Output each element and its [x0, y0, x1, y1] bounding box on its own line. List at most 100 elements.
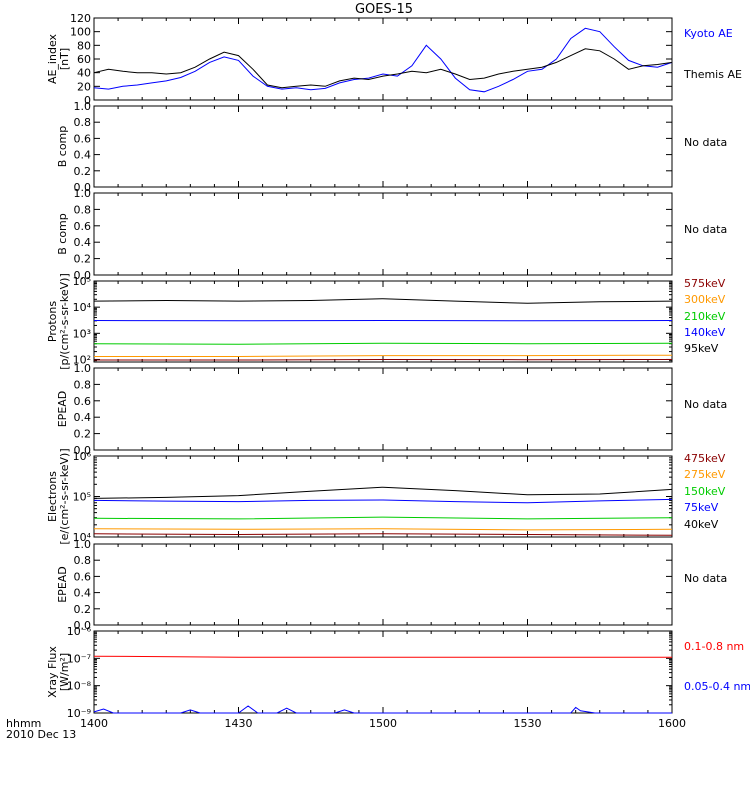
- x-tick-label: 1530: [514, 717, 542, 730]
- y-tick-label: 1.0: [74, 100, 92, 113]
- y-tick-label: 10³: [73, 327, 91, 340]
- y-axis-label: Protons: [46, 301, 59, 342]
- y-tick-label: 10⁵: [73, 275, 91, 288]
- footer-date: 2010 Dec 13: [6, 728, 76, 741]
- legend-item: 140keV: [684, 326, 726, 339]
- legend-item: 0.05-0.4 nm: [684, 680, 750, 693]
- panel-frame: [93, 543, 673, 626]
- series-line-475kev: [93, 533, 673, 536]
- x-tick-label: 1400: [80, 717, 108, 730]
- legend-item: 75keV: [684, 501, 719, 514]
- y-axis-label: [nT]: [58, 48, 71, 70]
- y-tick-label: 0.6: [74, 395, 92, 408]
- y-tick-label: 20: [77, 80, 91, 93]
- series-line-kyoto-ae: [93, 27, 673, 93]
- y-axis-label: [e/(cm²-s-sr-keV)]: [58, 448, 71, 544]
- y-tick-label: 0.6: [74, 220, 92, 233]
- series-line-40kev: [93, 486, 673, 499]
- legend-item: Kyoto AE: [684, 27, 733, 40]
- y-axis-label: B comp: [56, 126, 69, 168]
- panel-epead1: 0.0 0.2 0.4 0.6 0.8 1.0 EPEAD No data: [56, 362, 727, 457]
- panel-frame: [93, 455, 673, 538]
- panel-bcomp2: 0.0 0.2 0.4 0.6 0.8 1.0 B comp No data: [56, 187, 727, 282]
- y-tick-label: 10⁻⁹: [67, 707, 91, 720]
- panel-protons: 10² 10³ 10⁴ 10⁵ Protons [p/(cm²-s-sr-keV)] 575…: [46, 273, 726, 370]
- y-tick-label: 80: [77, 39, 91, 52]
- legend-item: 150keV: [684, 485, 726, 498]
- figure-title: GOES-15: [355, 2, 413, 17]
- y-axis-label: AE_index: [46, 33, 59, 84]
- series-line-275kev: [93, 528, 673, 531]
- series-line-575kev: [94, 358, 673, 361]
- y-tick-label: 10⁵: [73, 491, 91, 504]
- series-line-300kev: [94, 354, 673, 357]
- y-tick-label: 0.6: [74, 570, 92, 583]
- y-tick-label: 0.0: [74, 181, 92, 194]
- panel-bcomp1: 0.0 0.2 0.4 0.6 0.8 1.0 B comp No data: [56, 100, 727, 194]
- panel-frame: [93, 367, 673, 451]
- y-tick-label: 10⁴: [73, 301, 92, 314]
- x-tick-label: 1500: [369, 717, 397, 730]
- y-tick-label: 1.0: [74, 187, 92, 200]
- y-tick-label: 40: [77, 67, 91, 80]
- y-tick-label: 0.4: [74, 411, 92, 424]
- y-tick-label: 0.2: [74, 253, 92, 266]
- y-axis-label: EPEAD: [56, 566, 69, 603]
- panel-frame: [93, 105, 673, 188]
- y-axis-label: Electrons: [46, 471, 59, 522]
- y-tick-label: 120: [70, 12, 91, 25]
- series-line-0-05-0-4-nm: [93, 705, 672, 714]
- legend-item: 210keV: [684, 310, 726, 323]
- y-tick-label: 0.8: [74, 203, 92, 216]
- y-axis-label: Xray Flux: [46, 646, 59, 698]
- y-tick-label: 60: [77, 53, 91, 66]
- y-tick-label: 100: [70, 26, 91, 39]
- y-tick-label: 0.0: [74, 444, 92, 457]
- y-tick-label: 0.4: [74, 587, 92, 600]
- no-data-note: No data: [684, 136, 727, 149]
- panel-frame: [93, 630, 673, 714]
- y-tick-label: 10⁴: [73, 531, 92, 544]
- panel-frame: [93, 192, 673, 276]
- legend-item: 475keV: [684, 452, 726, 465]
- panel-xray: 10⁻⁹ 10⁻⁸ 10⁻⁷ 10⁻⁶ Xray Flux [W/m²] 0.1-0.8 n…: [46, 625, 750, 720]
- y-tick-label: 10²: [73, 353, 91, 366]
- y-tick-label: 10⁻⁶: [67, 625, 92, 638]
- legend-item: Themis AE: [683, 68, 742, 81]
- no-data-note: No data: [684, 398, 727, 411]
- series-line-75kev: [93, 498, 673, 504]
- y-tick-label: 0.2: [74, 165, 92, 178]
- y-tick-label: 10⁻⁷: [67, 652, 91, 665]
- y-tick-label: 1.0: [74, 538, 92, 551]
- y-tick-label: 1.0: [74, 362, 92, 375]
- no-data-note: No data: [684, 572, 727, 585]
- y-axis-label: B comp: [56, 213, 69, 255]
- legend-item: 575keV: [684, 277, 726, 290]
- y-tick-label: 0.4: [74, 149, 92, 162]
- y-tick-label: 10⁻⁸: [67, 680, 92, 693]
- panel-frame: [93, 280, 673, 363]
- no-data-note: No data: [684, 223, 727, 236]
- y-tick-label: 10⁶: [73, 450, 92, 463]
- x-tick-label: 1600: [658, 717, 686, 730]
- series-line-themis-ae: [93, 48, 673, 89]
- series-line-150kev: [93, 516, 673, 520]
- legend-item: 95keV: [684, 342, 719, 355]
- panel-epead2: 0.0 0.2 0.4 0.6 0.8 1.0 EPEAD No data: [56, 538, 727, 632]
- series-line-95kev: [93, 298, 673, 304]
- panel-frame: [93, 17, 673, 101]
- y-tick-label: 0.2: [74, 603, 92, 616]
- y-axis-label: [W/m²]: [58, 653, 71, 691]
- y-tick-label: 0.6: [74, 132, 92, 145]
- y-axis-label: [p/(cm²-s-sr-keV)]: [58, 273, 71, 370]
- y-axis-label: EPEAD: [56, 391, 69, 428]
- series-line-210kev: [93, 342, 673, 345]
- y-tick-label: 0.4: [74, 236, 92, 249]
- legend-item: 0.1-0.8 nm: [684, 640, 744, 653]
- legend-item: 40keV: [684, 518, 719, 531]
- x-tick-label: 1430: [225, 717, 253, 730]
- y-tick-label: 0.0: [74, 619, 92, 632]
